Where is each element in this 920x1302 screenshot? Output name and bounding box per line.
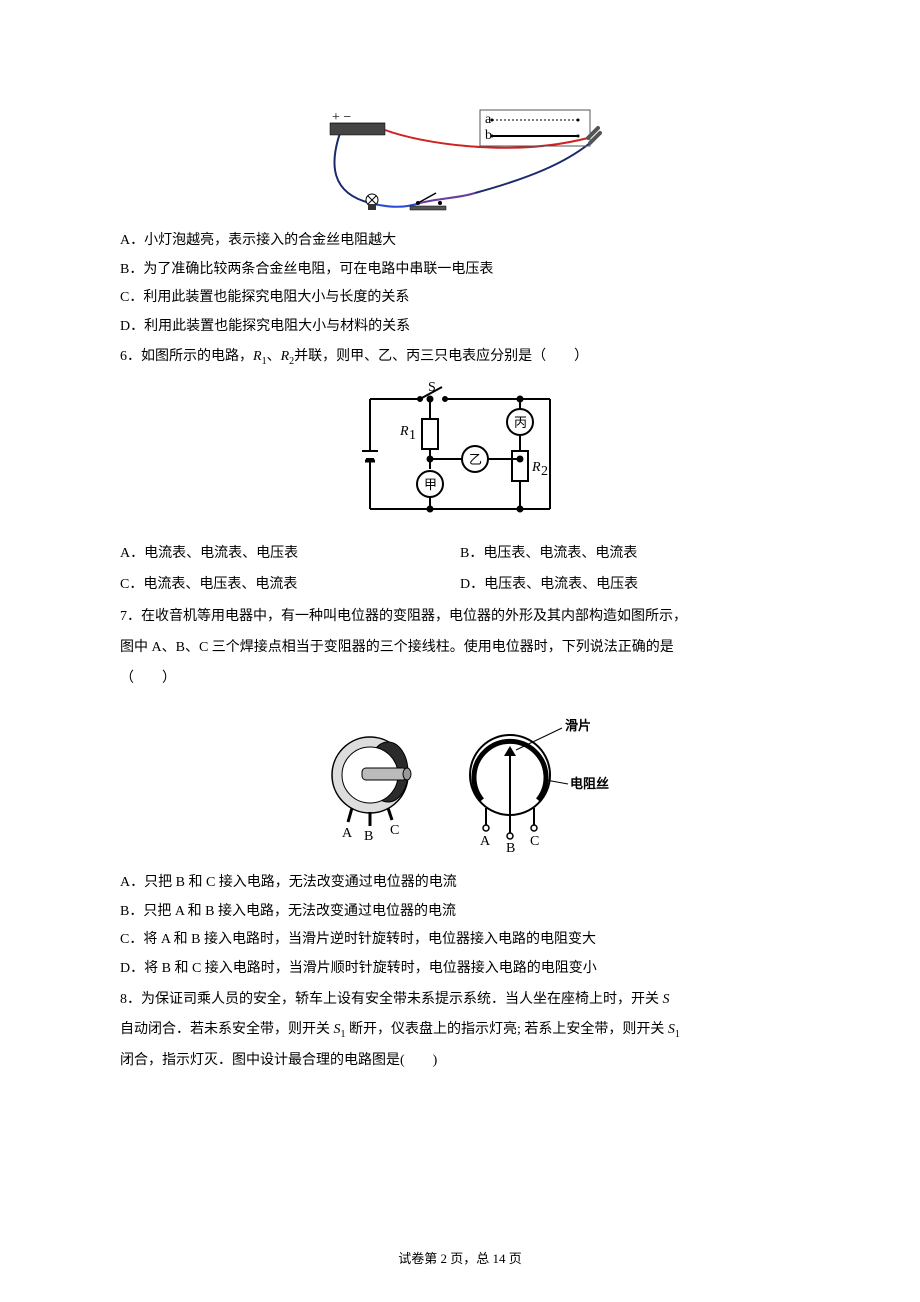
q6-R1-sub: 1: [409, 428, 416, 443]
q6-yi-label: 乙: [469, 452, 482, 467]
q6-optD: D．电压表、电流表、电压表: [460, 572, 800, 599]
q7-right-B: B: [506, 841, 515, 856]
q7-figure: A B C A B: [120, 700, 800, 860]
q6-stem-pre: 6．如图所示的电路，: [120, 349, 253, 364]
q6-r1: R: [253, 349, 262, 364]
q7-optC: C．将 A 和 B 接入电路时，当滑片逆时针旋转时，电位器接入电路的电阻变大: [120, 927, 800, 954]
q7-wire-label: 电阻丝: [570, 776, 609, 791]
page-footer: 试卷第 2 页，总 14 页: [0, 1247, 920, 1272]
q6-optB: B．电压表、电流表、电流表: [460, 541, 800, 568]
q8-S1b-sub: 1: [675, 1029, 680, 1040]
q7-stem2: 图中 A、B、C 三个焊接点相当于变阻器的三个接线柱。使用电位器时，下列说法正确…: [120, 635, 800, 662]
q7-optA: A．只把 B 和 C 接入电路，无法改变通过电位器的电流: [120, 870, 800, 897]
q7-optD: D．将 B 和 C 接入电路时，当滑片顺时针旋转时，电位器接入电路的电阻变小: [120, 956, 800, 983]
q8-stem2-pre: 自动闭合．若未系安全带，则开关: [120, 1022, 334, 1037]
q6-bing-label: 丙: [514, 415, 527, 430]
q8-stem2: 自动闭合．若未系安全带，则开关 S1 断开，仪表盘上的指示灯亮; 若系上安全带，…: [120, 1017, 800, 1044]
q7-left-B: B: [364, 829, 373, 844]
q7-slider-label: 滑片: [565, 718, 591, 733]
q8-stem1: 8．为保证司乘人员的安全，轿车上设有安全带未系提示系统．当人坐在座椅上时，开关 …: [120, 987, 800, 1014]
q6-stem: 6．如图所示的电路，R1、R2并联，则甲、乙、丙三只电表应分别是（ ）: [120, 344, 800, 371]
q8-stem2-mid: 断开，仪表盘上的指示灯亮; 若系上安全带，则开关: [346, 1022, 668, 1037]
q5-b-label: b: [485, 128, 492, 143]
q6-mid1: 、: [267, 349, 281, 364]
svg-text:+ −: + −: [332, 110, 351, 125]
q8-S1: S: [334, 1022, 341, 1037]
q6-S-label: S: [428, 380, 436, 395]
q6-optA: A．电流表、电流表、电压表: [120, 541, 460, 568]
q6-r2: R: [281, 349, 290, 364]
q7-left-C: C: [390, 823, 399, 838]
q7-optB: B．只把 A 和 B 接入电路，无法改变通过电位器的电流: [120, 899, 800, 926]
q7-stem3: （ ）: [120, 666, 800, 693]
q8-S: S: [663, 992, 670, 1007]
q5-a-label: a: [485, 112, 492, 127]
q6-R2-label: R: [531, 460, 541, 475]
q7-stem1: 7．在收音机等用电器中，有一种叫电位器的变阻器，电位器的外形及其内部构造如图所示…: [120, 604, 800, 631]
q7-right-A: A: [480, 834, 491, 849]
q8-stem3: 闭合，指示灯灭．图中设计最合理的电路图是( ): [120, 1048, 800, 1075]
q6-svg: S: [350, 379, 570, 529]
q5-optC: C．利用此装置也能探究电阻大小与长度的关系: [120, 285, 800, 312]
q8-stem1-pre: 8．为保证司乘人员的安全，轿车上设有安全带未系提示系统．当人坐在座椅上时，开关: [120, 992, 663, 1007]
q7-right-C: C: [530, 834, 539, 849]
q5-svg: + − a b: [310, 108, 610, 218]
q5-optB: B．为了准确比较两条合金丝电阻，可在电路中串联一电压表: [120, 257, 800, 284]
q6-figure: S: [120, 379, 800, 529]
q6-jia-label: 甲: [424, 477, 437, 492]
q8-S1b: S: [668, 1022, 675, 1037]
q6-R1-label: R: [399, 424, 409, 439]
q7-left-A: A: [342, 826, 353, 841]
q7-svg: A B C A B: [300, 700, 620, 860]
q5-optA: A．小灯泡越亮，表示接入的合金丝电阻越大: [120, 228, 800, 255]
q5-figure: + − a b: [120, 108, 800, 218]
q6-stem-post: 并联，则甲、乙、丙三只电表应分别是（ ）: [294, 349, 588, 364]
q6-R2-sub: 2: [541, 464, 548, 479]
q6-optC: C．电流表、电压表、电流表: [120, 572, 460, 599]
q5-optD: D．利用此装置也能探究电阻大小与材料的关系: [120, 314, 800, 341]
